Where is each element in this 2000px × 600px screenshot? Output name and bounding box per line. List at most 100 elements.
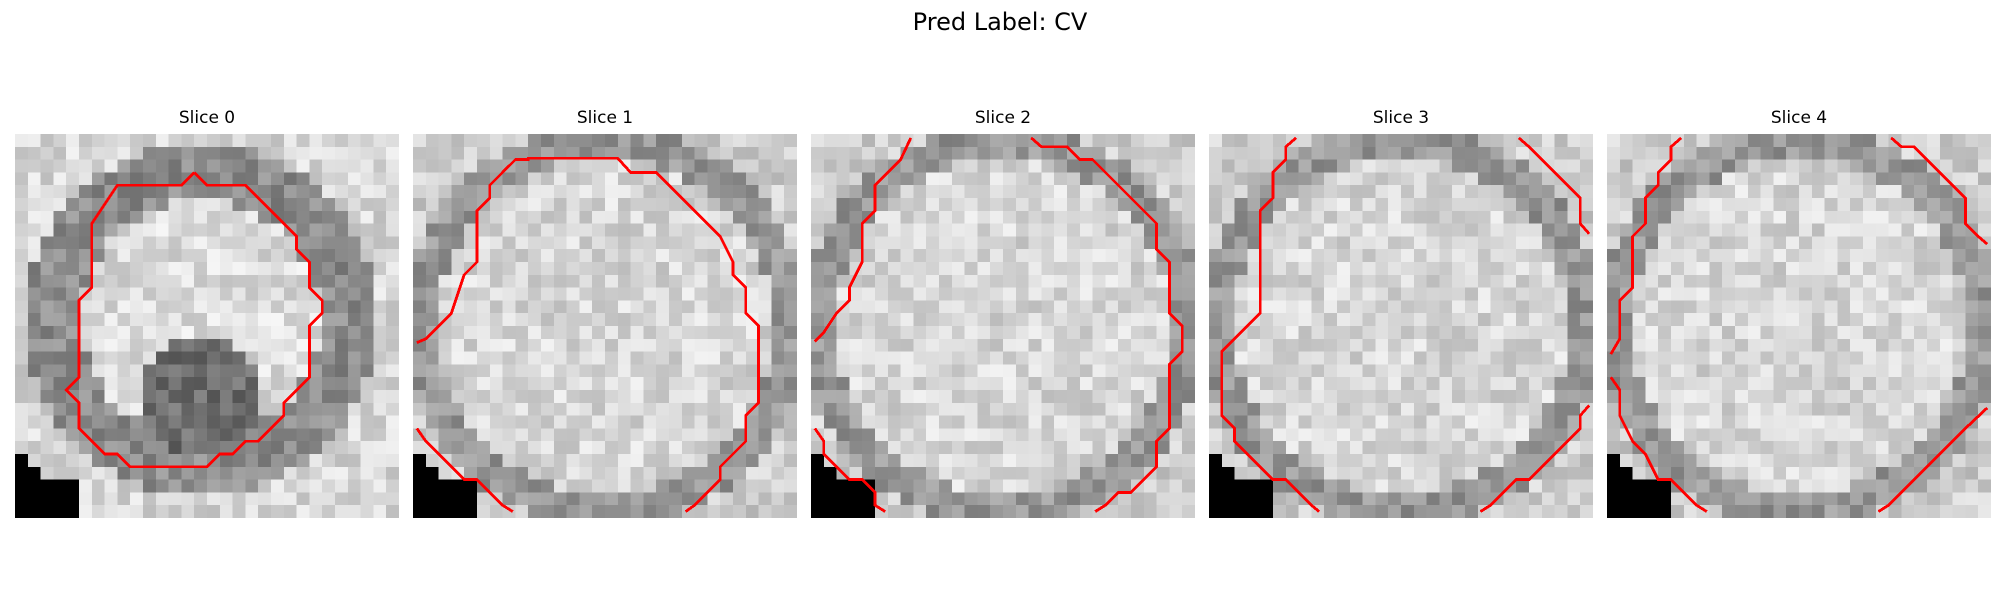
pixel bbox=[630, 185, 644, 199]
pixel bbox=[373, 159, 387, 173]
pixel bbox=[669, 402, 683, 416]
pixel bbox=[900, 402, 914, 416]
pixel bbox=[515, 300, 529, 314]
pixel bbox=[1580, 326, 1593, 340]
pixel bbox=[335, 505, 349, 518]
pixel bbox=[1516, 159, 1530, 173]
pixel bbox=[1298, 505, 1312, 518]
pixel bbox=[91, 287, 105, 301]
pixel bbox=[1658, 326, 1672, 340]
pixel bbox=[1927, 364, 1941, 378]
pixel bbox=[438, 505, 452, 518]
pixel bbox=[1337, 146, 1351, 160]
pixel bbox=[155, 326, 169, 340]
pixel bbox=[143, 505, 157, 518]
pixel bbox=[1067, 274, 1081, 288]
pixel bbox=[1285, 492, 1299, 506]
pixel bbox=[1875, 338, 1889, 352]
pixel bbox=[181, 313, 195, 327]
pixel bbox=[1927, 287, 1941, 301]
pixel bbox=[1298, 198, 1312, 212]
pixel bbox=[1824, 364, 1838, 378]
pixel bbox=[1914, 351, 1928, 365]
pixel bbox=[194, 441, 208, 455]
pixel bbox=[207, 159, 221, 173]
pixel bbox=[630, 377, 644, 391]
pixel bbox=[875, 313, 889, 327]
pixel bbox=[656, 390, 670, 404]
pixel bbox=[1786, 505, 1800, 518]
pixel bbox=[1516, 326, 1530, 340]
pixel bbox=[592, 338, 606, 352]
pixel bbox=[553, 415, 567, 429]
pixel bbox=[707, 466, 721, 480]
pixel bbox=[862, 364, 876, 378]
pixel bbox=[1054, 274, 1068, 288]
pixel bbox=[322, 364, 336, 378]
pixel bbox=[219, 441, 233, 455]
pixel bbox=[1311, 300, 1325, 314]
pixel bbox=[605, 492, 619, 506]
pixel bbox=[1901, 364, 1915, 378]
pixel bbox=[1490, 249, 1504, 263]
pixel bbox=[1850, 492, 1864, 506]
pixel bbox=[1182, 364, 1195, 378]
pixel bbox=[823, 236, 837, 250]
pixel bbox=[862, 466, 876, 480]
pixel bbox=[1952, 454, 1966, 468]
pixel bbox=[194, 210, 208, 224]
pixel bbox=[181, 300, 195, 314]
pixel bbox=[1965, 198, 1979, 212]
pixel bbox=[1939, 351, 1953, 365]
pixel bbox=[926, 377, 940, 391]
pixel bbox=[477, 146, 491, 160]
pixel bbox=[1567, 479, 1581, 493]
pixel bbox=[451, 415, 465, 429]
pixel bbox=[1837, 223, 1851, 237]
pixel bbox=[1799, 505, 1813, 518]
pixel bbox=[541, 454, 555, 468]
pixel bbox=[283, 338, 297, 352]
pixel bbox=[489, 198, 503, 212]
pixel bbox=[1939, 210, 1953, 224]
pixel bbox=[1452, 300, 1466, 314]
pixel bbox=[79, 223, 93, 237]
pixel bbox=[309, 198, 323, 212]
pixel bbox=[1658, 466, 1672, 480]
pixel bbox=[413, 159, 427, 173]
pixel bbox=[1529, 454, 1543, 468]
pixel bbox=[900, 236, 914, 250]
pixel bbox=[887, 172, 901, 186]
pixel bbox=[347, 274, 361, 288]
pixel bbox=[1863, 492, 1877, 506]
pixel bbox=[669, 198, 683, 212]
pixel bbox=[669, 428, 683, 442]
pixel bbox=[1273, 326, 1287, 340]
pixel bbox=[245, 198, 259, 212]
pixel bbox=[1028, 415, 1042, 429]
pixel bbox=[232, 364, 246, 378]
pixel bbox=[194, 326, 208, 340]
pixel bbox=[91, 172, 105, 186]
pixel bbox=[1567, 377, 1581, 391]
pixel bbox=[823, 338, 837, 352]
pixel bbox=[283, 185, 297, 199]
pixel bbox=[1426, 492, 1440, 506]
pixel bbox=[117, 249, 131, 263]
pixel bbox=[579, 172, 593, 186]
pixel bbox=[1041, 390, 1055, 404]
pixel bbox=[900, 313, 914, 327]
pixel bbox=[1388, 338, 1402, 352]
pixel bbox=[1760, 377, 1774, 391]
pixel bbox=[130, 198, 144, 212]
pixel bbox=[1234, 223, 1248, 237]
pixel bbox=[758, 377, 772, 391]
pixel bbox=[1298, 236, 1312, 250]
pixel bbox=[489, 466, 503, 480]
pixel bbox=[1324, 300, 1338, 314]
pixel bbox=[1760, 326, 1774, 340]
pixel bbox=[322, 313, 336, 327]
pixel bbox=[1298, 223, 1312, 237]
pixel bbox=[1580, 492, 1593, 506]
pixel bbox=[1054, 287, 1068, 301]
